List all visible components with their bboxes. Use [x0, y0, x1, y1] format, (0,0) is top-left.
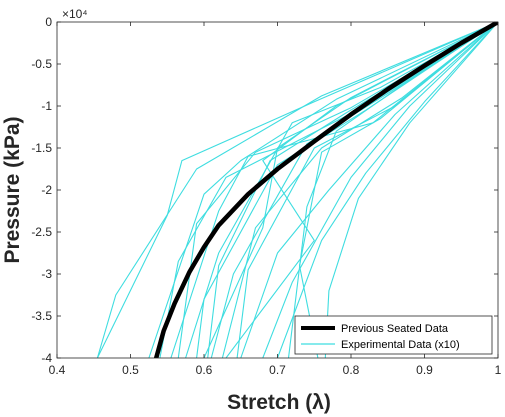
y-tick-label: -1: [41, 99, 52, 113]
experimental-line-14: [324, 22, 498, 358]
x-tick-label: 0.7: [269, 363, 286, 377]
plot-area: [57, 22, 498, 358]
experimental-line-2: [96, 22, 498, 358]
experimental-line-20: [159, 22, 498, 358]
x-tick-label: 1: [495, 363, 502, 377]
x-tick-label: 0.4: [49, 363, 66, 377]
y-tick-label: -2.5: [31, 225, 52, 239]
tick-labels: 0.4 0.5 0.6 0.7 0.8 0.9 1 0 -0.5 -1 -1.5 -2 -2.5 -3 -3…: [31, 15, 501, 377]
y-exponent-label: ×10⁴: [62, 7, 88, 21]
y-tick-label: -2: [41, 183, 52, 197]
legend-label-seated: Previous Seated Data: [341, 323, 449, 335]
x-axis-label: Stretch (λ): [227, 391, 331, 414]
experimental-line-16: [225, 22, 498, 358]
experimental-line-6: [196, 22, 498, 358]
y-tick-label: -1.5: [31, 141, 52, 155]
experimental-line-7: [210, 22, 498, 358]
experimental-line-9: [240, 22, 498, 358]
experimental-line-8: [221, 22, 498, 358]
experimental-line-11: [276, 22, 498, 358]
experimental-line-17: [170, 22, 498, 358]
data-layer: [96, 22, 498, 358]
y-axis-label: Pressure (kPa): [1, 116, 24, 263]
legend-box: [294, 315, 493, 355]
x-tick-label: 0.9: [416, 363, 433, 377]
experimental-line-5: [185, 22, 498, 358]
x-tick-label: 0.6: [196, 363, 213, 377]
y-tick-label: -3: [41, 267, 52, 281]
x-tick-label: 0.5: [122, 363, 139, 377]
y-tick-label: -3.5: [31, 309, 52, 323]
axes: [56, 21, 499, 359]
seated-data-line: [153, 22, 498, 358]
experimental-line-19: [236, 22, 498, 358]
legend: Previous Seated Data Experimental Data (…: [294, 315, 493, 355]
y-tick-label: 0: [45, 15, 52, 29]
experimental-line-10: [262, 22, 498, 358]
experimental-line-1: [96, 22, 498, 358]
legend-label-experimental: Experimental Data (x10): [341, 339, 460, 351]
y-tick-label: -0.5: [31, 57, 52, 71]
x-tick-label: 0.8: [343, 363, 360, 377]
y-tick-label: -4: [41, 351, 52, 365]
